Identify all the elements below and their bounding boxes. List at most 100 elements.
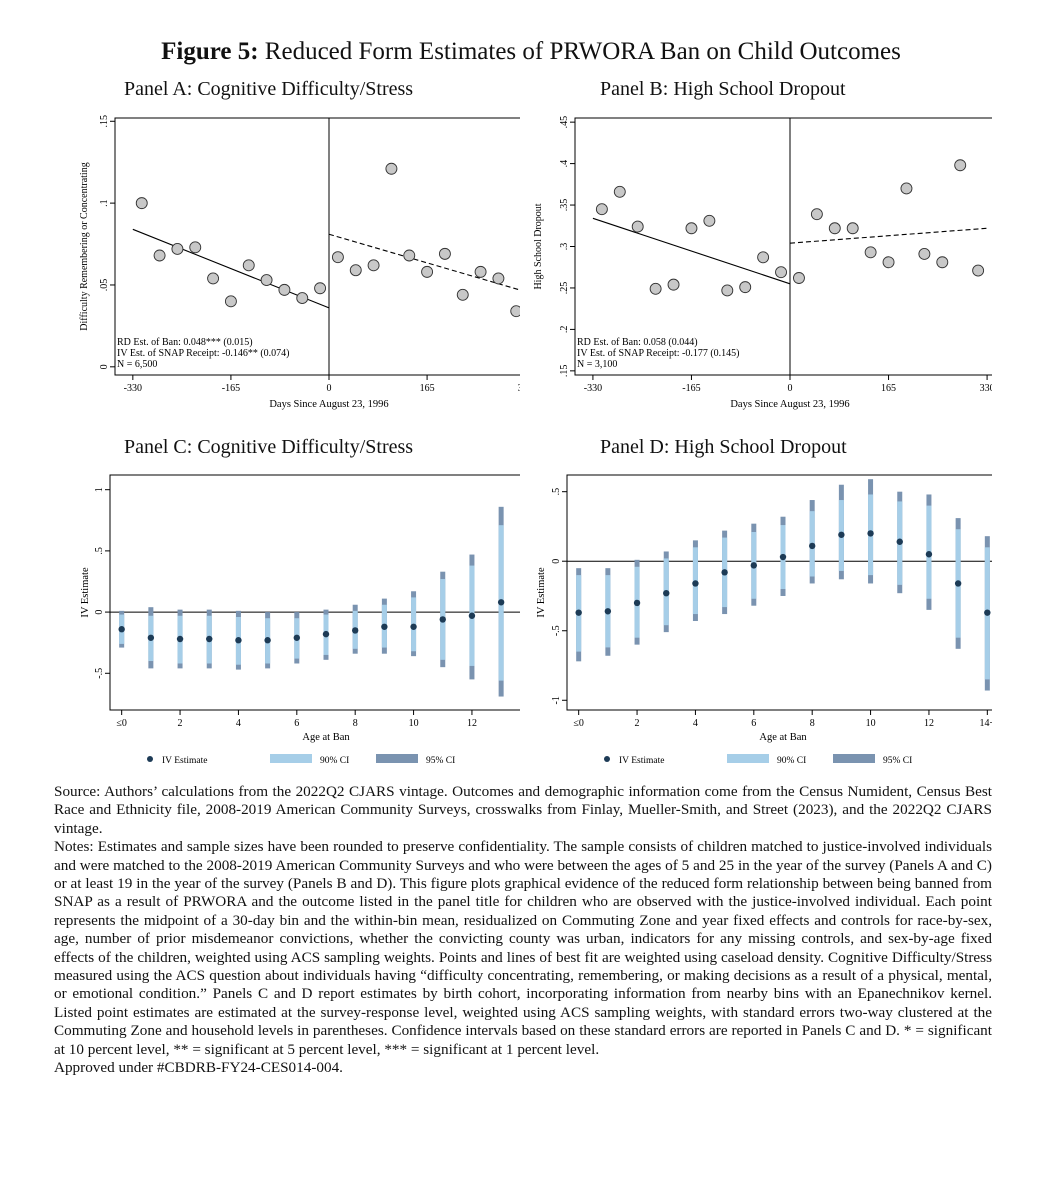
y-axis-label: IV Estimate (536, 567, 547, 618)
x-tick-label: 4 (236, 718, 241, 729)
bin-mean-point (757, 251, 770, 264)
y-tick-label: 0 (94, 610, 105, 615)
bin-mean-point (828, 222, 841, 235)
regression-annotation: RD Est. of Ban: 0.058 (0.044) (577, 337, 698, 348)
fit-line-left (592, 217, 791, 285)
bin-mean-point (775, 266, 787, 279)
y-tick-label: .2 (559, 326, 570, 334)
x-tick-label: 4 (693, 718, 698, 729)
x-tick-label: 6 (294, 718, 299, 729)
legend-ci90-label: 90% CI (320, 756, 349, 766)
y-tick-label: .45 (559, 116, 570, 129)
iv-estimate-point (663, 589, 670, 597)
iv-estimate-point (604, 608, 612, 615)
legend-estimate-label: IV Estimate (619, 756, 664, 766)
iv-estimate-point (351, 627, 359, 634)
legend-ci90-label: 90% CI (777, 756, 806, 766)
bin-mean-point (349, 264, 362, 277)
iv-estimate-point (118, 626, 125, 633)
x-axis-label: Age at Ban (759, 732, 807, 743)
x-tick-label: 8 (353, 718, 358, 729)
iv-estimate-point (808, 542, 816, 550)
iv-estimate-point (176, 635, 184, 643)
x-tick-label: 165 (881, 383, 896, 394)
legend-estimate-label: IV Estimate (162, 756, 207, 766)
legend-ci95-label: 95% CI (426, 756, 455, 766)
bin-mean-point (492, 272, 505, 285)
y-axis-label: High School Dropout (533, 203, 544, 289)
bin-mean-point (649, 282, 662, 295)
bin-mean-point (242, 259, 255, 272)
bin-mean-point (331, 251, 344, 264)
bin-mean-point (972, 264, 985, 277)
bin-mean-point (810, 208, 823, 221)
x-tick-label: 10 (409, 718, 419, 729)
legend-estimate-marker (147, 756, 153, 762)
bin-mean-point (667, 278, 680, 291)
bin-mean-point (171, 243, 184, 255)
x-tick-label: -165 (222, 383, 240, 394)
iv-estimate-point (439, 616, 446, 623)
bin-mean-point (224, 295, 237, 308)
bin-mean-point (613, 185, 626, 198)
x-axis-label: Days Since August 23, 1996 (269, 399, 388, 410)
iv-estimate-point (322, 630, 330, 638)
bin-mean-point (135, 197, 148, 210)
panel-b-title: Panel B: High School Dropout (600, 78, 846, 100)
iv-estimate-point (925, 551, 933, 558)
panel-c-title: Panel C: Cognitive Difficulty/Stress (124, 436, 414, 458)
plot-frame (109, 474, 520, 711)
y-tick-label: .5 (551, 488, 562, 496)
source-note: Source: Authors’ calculations from the 2… (54, 783, 992, 837)
iv-estimate-point (264, 637, 271, 644)
bin-mean-point (510, 305, 520, 318)
y-tick-label: 0 (551, 559, 562, 564)
legend-ci90-swatch (727, 754, 769, 763)
x-tick-label: 330 (518, 383, 520, 394)
regression-annotation: RD Est. of Ban: 0.048*** (0.015) (117, 337, 253, 348)
bin-mean-point (296, 292, 309, 305)
iv-estimate-point (206, 635, 213, 643)
bin-mean-point (936, 256, 949, 269)
fit-line-left (132, 228, 330, 309)
legend-ci95-swatch (376, 754, 418, 763)
iv-estimate-point (575, 609, 582, 616)
x-tick-label: 12 (467, 718, 477, 729)
x-tick-label: -165 (682, 383, 700, 394)
bin-mean-point (846, 222, 859, 235)
x-tick-label: 0 (327, 383, 332, 394)
x-tick-label: 14+ (980, 718, 992, 729)
bin-mean-point (631, 220, 644, 233)
panel-d-chart: ≤0 2 4 6 8 10 12 14+ -1 -.5 0 .5 Age at Ban IV Estima… (536, 474, 992, 766)
y-tick-label: .3 (559, 243, 570, 251)
bin-mean-point (864, 246, 877, 259)
y-tick-label: .15 (559, 365, 570, 378)
iv-estimate-point (838, 531, 845, 538)
y-tick-label: .35 (559, 199, 570, 212)
y-tick-label: .05 (99, 279, 110, 292)
bin-mean-point (278, 283, 291, 296)
x-tick-label: 165 (420, 383, 435, 394)
x-tick-label: 12 (924, 718, 934, 729)
bin-mean-point (260, 274, 273, 287)
x-tick-label: 8 (810, 718, 815, 729)
iv-estimate-point (692, 580, 699, 587)
bin-mean-point (367, 259, 380, 272)
iv-estimate-point (468, 612, 476, 619)
regression-annotation: N = 6,500 (117, 359, 157, 370)
figure-title-text: Reduced Form Estimates of PRWORA Ban on … (264, 38, 901, 65)
panel-a-title: Panel A: Cognitive Difficulty/Stress (124, 78, 414, 100)
x-axis-label: Age at Ban (302, 732, 350, 743)
x-tick-label: ≤0 (573, 718, 584, 729)
x-tick-label: 330 (980, 383, 992, 394)
bin-mean-point (474, 265, 487, 278)
bin-mean-point (954, 159, 967, 172)
iv-estimate-point (293, 634, 301, 641)
iv-estimate-point (633, 599, 641, 607)
fit-line-right (328, 233, 520, 291)
x-tick-label: 2 (635, 718, 640, 729)
x-tick-label: 6 (751, 718, 756, 729)
iv-estimate-point (867, 530, 874, 537)
regression-annotation: IV Est. of SNAP Receipt: -0.146** (0.074… (117, 348, 290, 359)
